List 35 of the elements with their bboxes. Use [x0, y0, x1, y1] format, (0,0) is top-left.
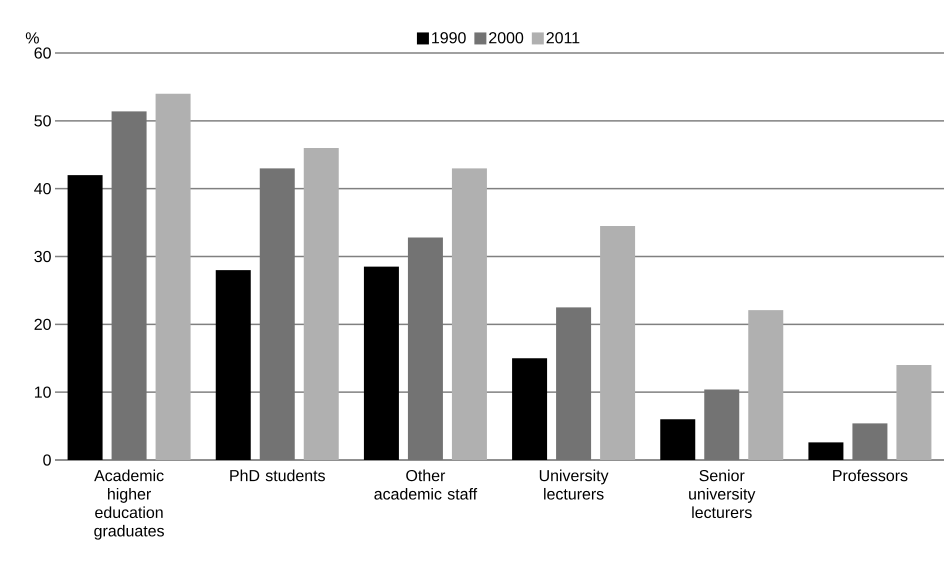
bar	[112, 111, 147, 460]
legend-label: 2011	[546, 32, 580, 44]
y-tick-label: 10	[34, 386, 51, 398]
bar	[408, 238, 443, 460]
y-tick-label: 20	[34, 318, 51, 330]
x-tick-label: Other academic staff	[374, 470, 478, 500]
y-axis-title: %	[26, 32, 39, 44]
bar	[304, 148, 339, 460]
bar	[748, 310, 784, 460]
legend-label: 1990	[432, 32, 466, 44]
bar	[260, 168, 295, 460]
bar	[660, 419, 696, 460]
bar	[68, 175, 103, 460]
y-tick-label: 40	[34, 183, 51, 194]
bar	[600, 226, 636, 460]
x-tick-label: University lecturers	[540, 470, 609, 500]
bar	[896, 365, 932, 460]
y-tick-label: 30	[34, 250, 51, 262]
x-tick-label: Senior university lecturers	[689, 470, 756, 518]
bar	[364, 266, 399, 460]
y-tick-label: 0	[43, 454, 51, 466]
x-tick-label: Professors	[833, 470, 908, 482]
bar	[156, 94, 191, 460]
x-tick-label: PhD students	[230, 470, 325, 482]
bar	[556, 307, 592, 460]
bar	[452, 168, 487, 460]
y-tick-label: 50	[34, 115, 51, 126]
bar	[852, 423, 888, 460]
legend-label: 2000	[489, 32, 524, 44]
bar	[808, 442, 844, 460]
bar	[512, 358, 548, 460]
bar	[216, 270, 251, 460]
y-tick-label: 60	[34, 47, 51, 59]
x-tick-label: Academic higher education graduates	[94, 470, 164, 540]
bar	[704, 389, 740, 460]
